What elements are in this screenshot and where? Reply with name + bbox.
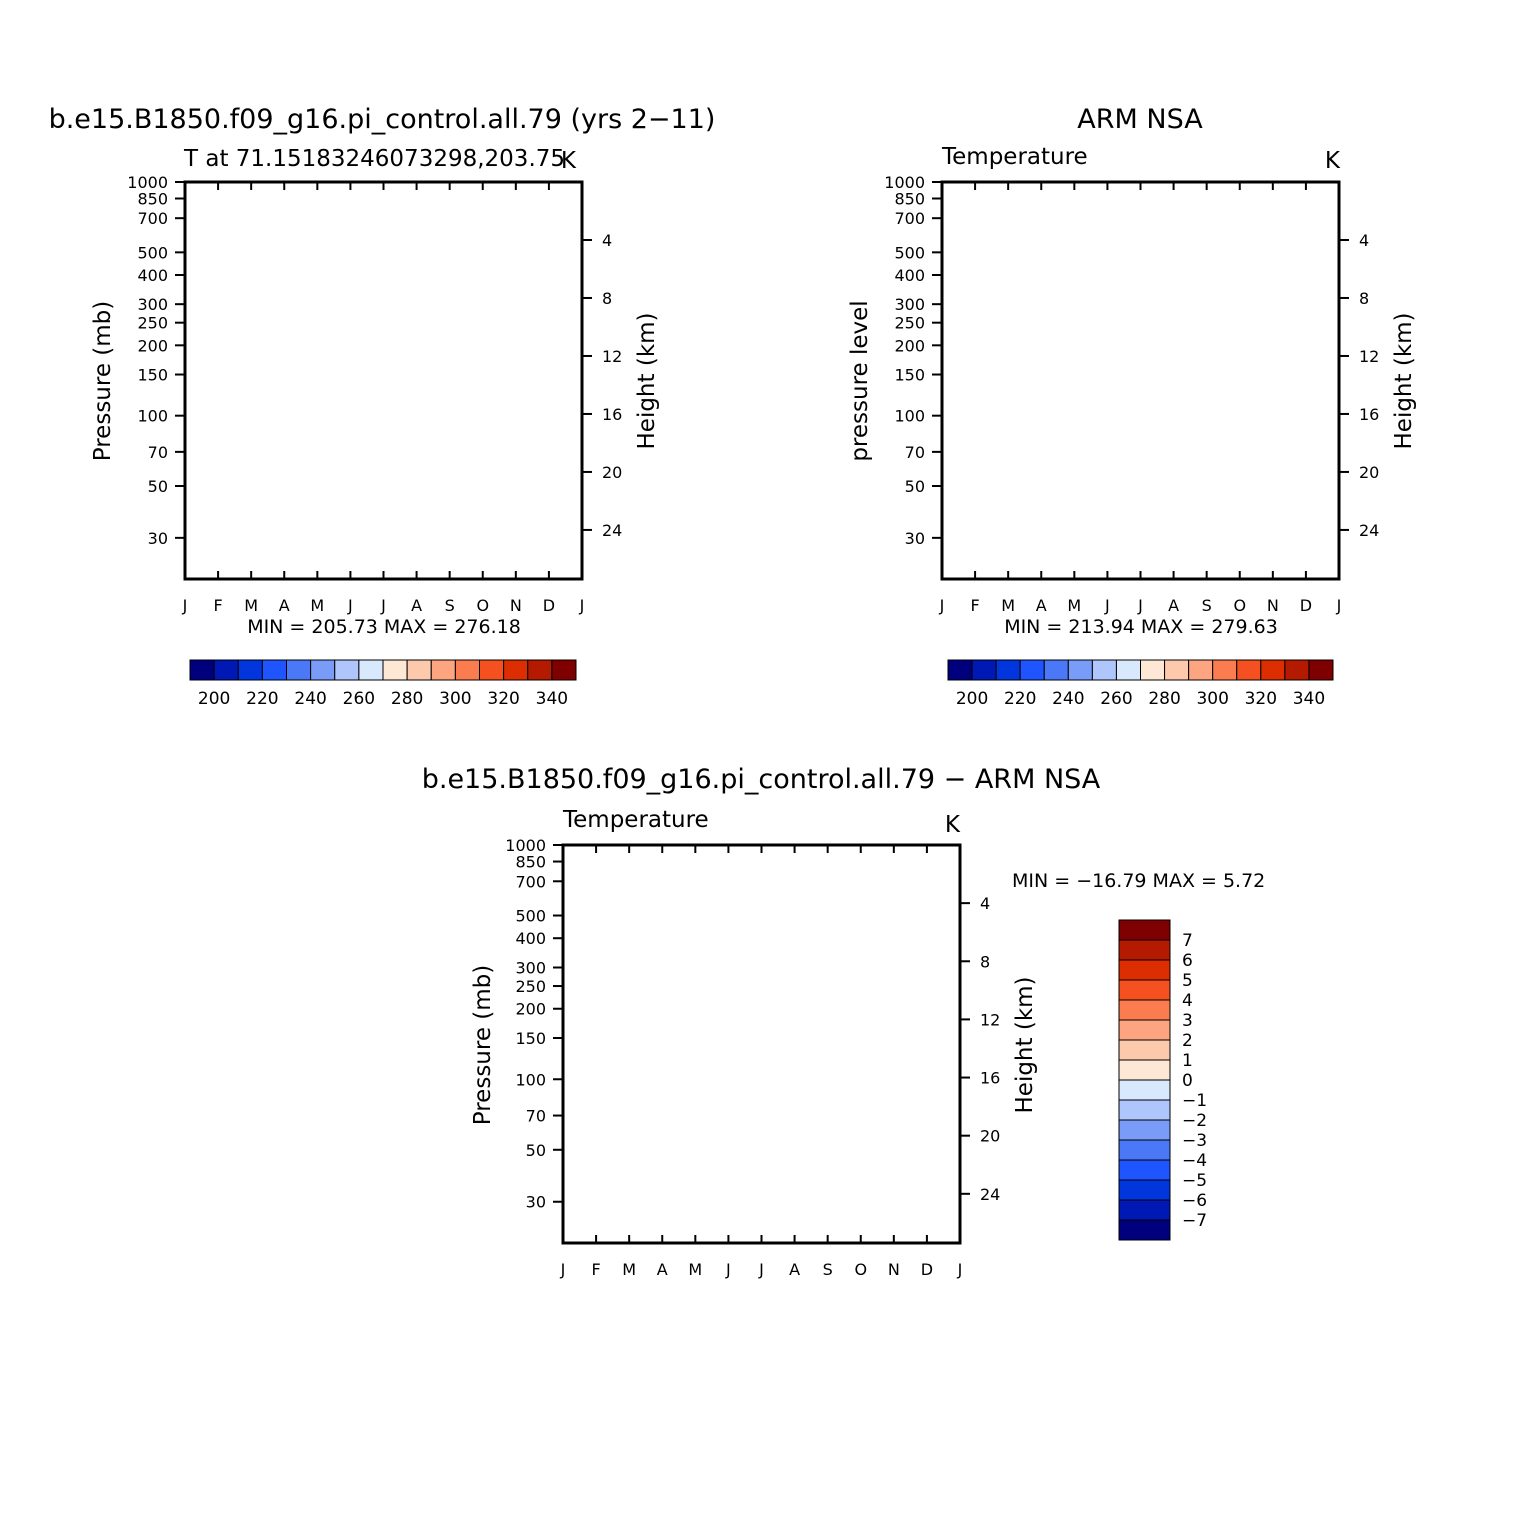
panel1-units: K	[561, 148, 577, 174]
panel-model: b.e15.B1850.f09_g16.pi_control.all.79 (y…	[49, 104, 716, 709]
panel1-subtitle: T at 71.15183246073298,203.75	[183, 146, 565, 172]
panel1-title: b.e15.B1850.f09_g16.pi_control.all.79 (y…	[49, 104, 716, 135]
